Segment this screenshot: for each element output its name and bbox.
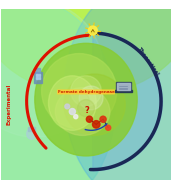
Bar: [39, 77, 40, 79]
Ellipse shape: [0, 0, 115, 189]
Ellipse shape: [64, 0, 172, 189]
Ellipse shape: [0, 1, 103, 137]
Circle shape: [88, 26, 97, 35]
Bar: [28, 127, 35, 131]
Ellipse shape: [64, 74, 125, 136]
Ellipse shape: [27, 128, 36, 139]
Circle shape: [77, 100, 95, 117]
Bar: [115, 90, 132, 92]
Circle shape: [86, 116, 93, 122]
Circle shape: [71, 76, 101, 106]
Bar: [117, 83, 130, 90]
Bar: [34, 72, 42, 83]
Ellipse shape: [55, 88, 110, 136]
Circle shape: [93, 121, 100, 128]
Ellipse shape: [35, 43, 137, 156]
Bar: [116, 82, 131, 90]
Ellipse shape: [49, 76, 96, 130]
Circle shape: [69, 91, 89, 112]
Circle shape: [69, 108, 76, 115]
Ellipse shape: [0, 0, 172, 94]
Circle shape: [100, 116, 106, 122]
Bar: [36, 77, 37, 79]
Text: ?: ?: [84, 106, 89, 115]
Bar: [39, 74, 40, 76]
Ellipse shape: [42, 53, 117, 129]
Text: Theoretical: Theoretical: [137, 46, 160, 77]
Circle shape: [79, 86, 103, 110]
Bar: [36, 74, 37, 76]
Bar: [36, 68, 40, 73]
Circle shape: [65, 104, 70, 109]
Circle shape: [74, 115, 78, 119]
Text: Experimental: Experimental: [6, 84, 11, 125]
Circle shape: [106, 125, 111, 130]
Polygon shape: [93, 32, 162, 171]
Text: Formate dehydrogenase: Formate dehydrogenase: [58, 90, 114, 94]
